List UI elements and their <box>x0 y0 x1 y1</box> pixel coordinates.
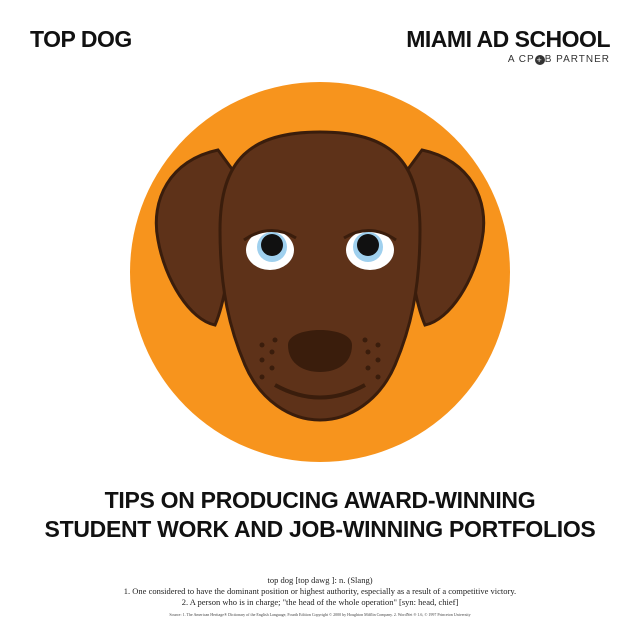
partner-prefix: A CP <box>507 54 535 65</box>
definition-block: top dog [top dawg ]: n. (Slang) 1. One c… <box>0 575 640 618</box>
headline-line-1: TIPS ON PRODUCING AWARD-WINNING <box>104 487 536 513</box>
definition-sense-2: 2. A person who is in charge; "the head … <box>181 597 459 607</box>
poster-title: TOP DOG <box>30 26 132 52</box>
left-eye <box>243 229 297 270</box>
right-eye <box>343 229 397 270</box>
definition-term: top dog [top dawg ]: n. (Slang) <box>267 575 373 585</box>
dog-mouth <box>274 383 366 400</box>
dog-nose <box>288 330 352 372</box>
definition-sense-1: 1. One considered to have the dominant p… <box>123 586 517 596</box>
whisker-dots <box>259 337 381 380</box>
dog-head <box>218 130 422 422</box>
brand-name: MIAMI AD SCHOOL <box>406 26 610 52</box>
brand-logo: MIAMI AD SCHOOL A CP + B PARTNER <box>406 26 610 65</box>
headline: TIPS ON PRODUCING AWARD-WINNING STUDENT … <box>0 486 640 544</box>
partner-suffix: B PARTNER <box>544 54 610 65</box>
plus-icon: + <box>534 55 545 65</box>
headline-line-2: STUDENT WORK AND JOB-WINNING PORTFOLIOS <box>44 516 596 542</box>
definition-source: Source: 1. The American Heritage® Dictio… <box>169 612 471 617</box>
partner-line: A CP + B PARTNER <box>406 54 610 65</box>
